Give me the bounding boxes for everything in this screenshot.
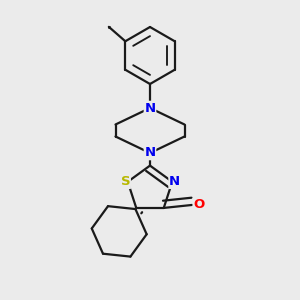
Text: N: N	[144, 146, 156, 160]
Text: O: O	[193, 198, 205, 212]
Text: N: N	[169, 175, 180, 188]
Text: N: N	[144, 101, 156, 115]
Text: S: S	[121, 175, 130, 188]
